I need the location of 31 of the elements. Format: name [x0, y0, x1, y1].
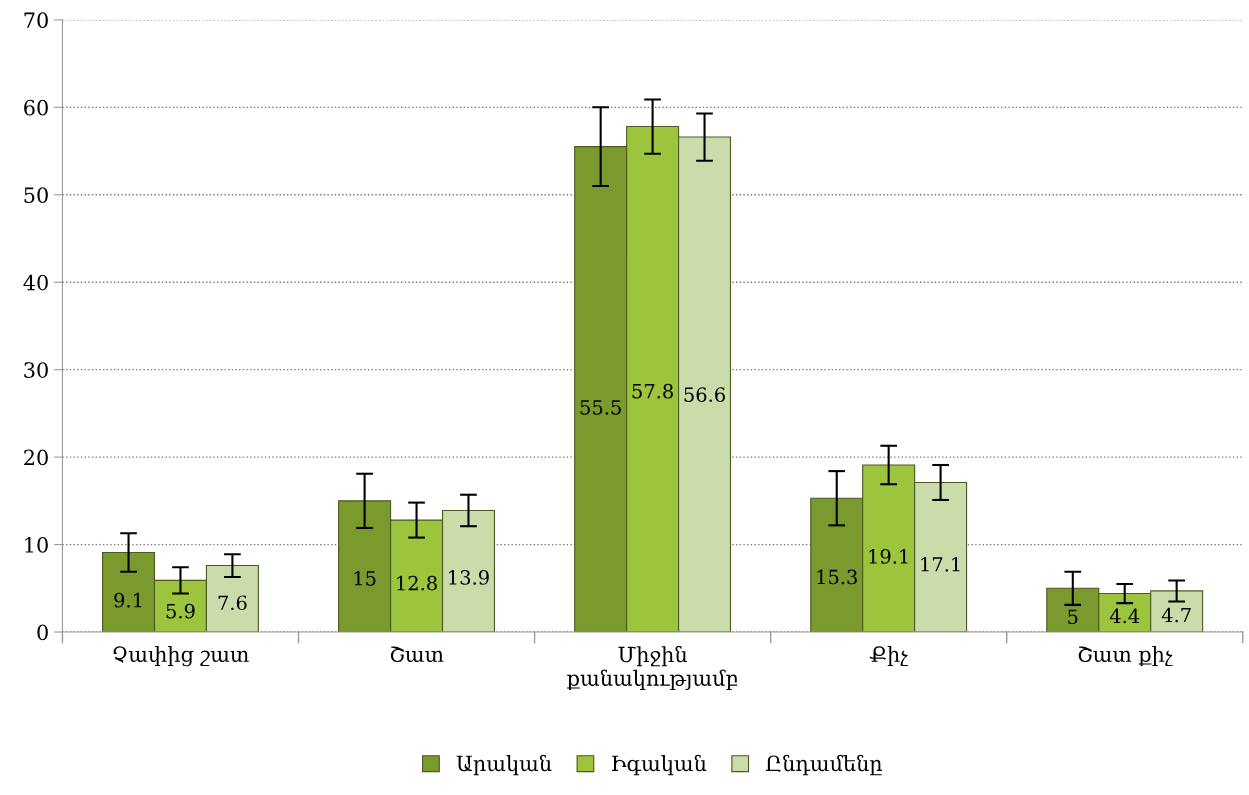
y-tick-label: 40 [23, 274, 48, 291]
x-tick-label: Միջին քանակությամբ [567, 645, 738, 691]
legend-label: Ընդամենը [765, 754, 883, 776]
data-label: 15.3 [817, 569, 857, 585]
legend-label: Արական [456, 754, 552, 776]
y-tick-label: 50 [24, 187, 48, 203]
y-tick-label: 10 [25, 537, 48, 553]
data-label: 9.1 [114, 592, 142, 608]
data-label: 12.8 [397, 575, 437, 591]
legend-label: Իգական [612, 754, 707, 776]
y-tick-label: 30 [24, 362, 48, 378]
data-label: 57.8 [632, 383, 673, 399]
data-label: 5 [1068, 609, 1078, 625]
data-label: 55.5 [580, 400, 621, 415]
x-tick-label: Քիչ [869, 645, 908, 667]
x-tick-label: Շատ [390, 646, 444, 663]
data-label: 15 [354, 570, 376, 586]
x-tick-label: Չափից շատ [113, 645, 249, 667]
data-label: 13.9 [449, 570, 489, 585]
y-tick-label: 0 [37, 624, 48, 641]
data-label: 7.6 [218, 595, 247, 611]
data-label: 56.6 [684, 387, 725, 402]
data-label: 4.4 [1109, 608, 1140, 624]
y-tick-label: 20 [24, 449, 48, 466]
data-label: 17.1 [921, 556, 960, 572]
x-tick-label: Շատ քիչ [1078, 645, 1173, 667]
y-tick-label: 70 [24, 12, 48, 29]
data-label: 5.9 [166, 603, 195, 619]
y-tick-label: 60 [24, 99, 48, 116]
data-label: 4.7 [1161, 607, 1191, 623]
data-label: 19.1 [869, 549, 908, 564]
